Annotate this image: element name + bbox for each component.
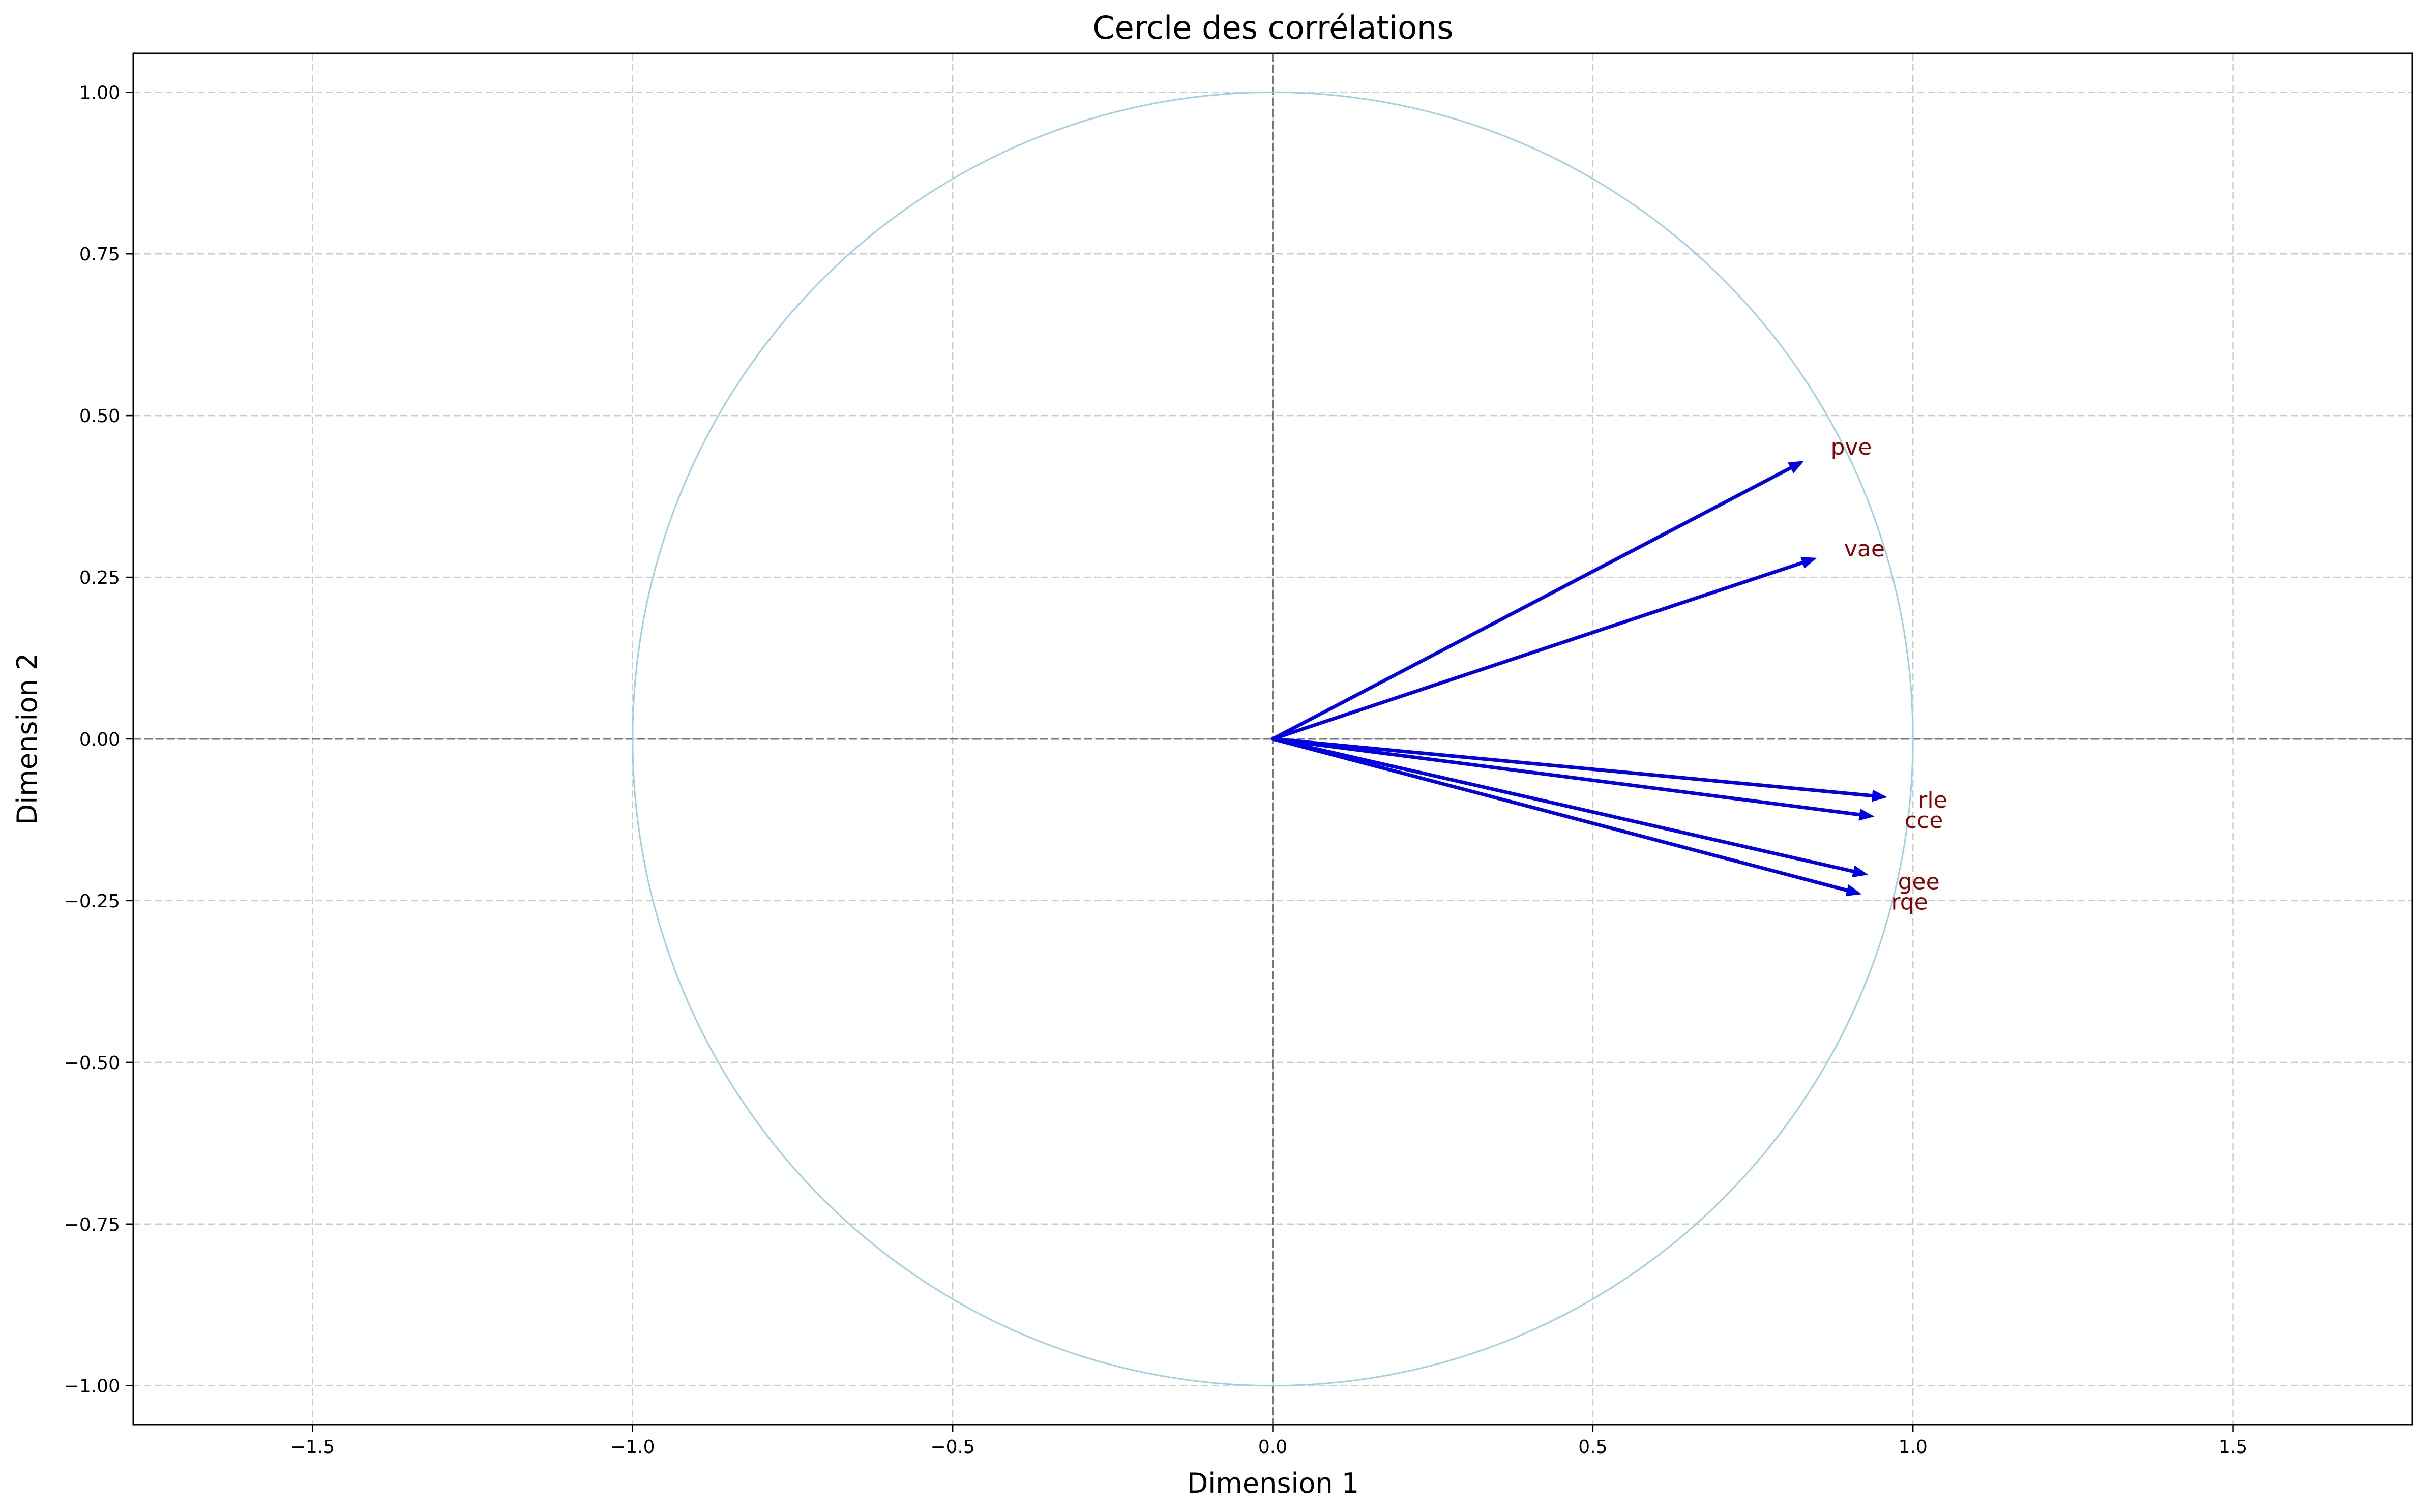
x-axis-ticks: −1.5 −1.0 −0.5 0.0 0.5 1.0 1.5 [290,1425,2247,1458]
vector-vae-shaft [1271,560,1804,741]
vector-vae-arrowhead [1800,557,1817,569]
grid-lines [133,53,2412,1425]
vector-gee-arrowhead [1852,865,1869,878]
vector-cce-arrowhead [1858,808,1875,821]
x-tick-label: 1.0 [1899,1437,1928,1458]
chart-title: Cercle des corrélations [1092,9,1453,46]
y-tick-label: 0.25 [79,568,120,588]
vector-label-pve: pve [1830,434,1872,460]
x-tick-label: 0.0 [1258,1437,1287,1458]
y-tick-label: 0.00 [79,729,120,750]
vector-rqe-shaft [1271,737,1849,893]
vector-rle-shaft [1271,737,1874,798]
vector-rle-arrowhead [1871,789,1887,802]
y-tick-label: 0.50 [79,406,120,427]
vector-arrows [1271,461,1887,897]
y-tick-label: −0.25 [64,891,120,912]
vector-label-gee: gee [1898,869,1940,895]
vector-label-rqe: rqe [1891,889,1928,915]
vector-pve-shaft [1271,466,1793,741]
vector-rqe-arrowhead [1845,884,1862,897]
vector-pve-arrowhead [1788,461,1804,473]
x-axis-title: Dimension 1 [1187,1467,1359,1499]
y-tick-label: −0.50 [64,1053,120,1074]
x-tick-label: 1.5 [2218,1437,2247,1458]
vector-label-rle: rle [1918,787,1947,813]
y-tick-label: 1.00 [79,82,120,103]
vector-label-cce: cce [1905,808,1943,834]
vector-gee-shaft [1271,737,1855,873]
vector-label-vae: vae [1844,536,1885,562]
x-tick-label: −1.0 [610,1437,655,1458]
vector-cce-shaft [1271,737,1861,817]
unit-circle [632,91,1914,1387]
x-tick-label: −0.5 [930,1437,974,1458]
y-tick-label: −0.75 [64,1214,120,1235]
y-axis-title: Dimension 2 [11,653,43,825]
x-tick-label: −1.5 [290,1437,335,1458]
unit-circle-layer [632,91,1914,1387]
y-tick-label: 0.75 [79,244,120,265]
y-tick-label: −1.00 [64,1376,120,1397]
x-tick-label: 0.5 [1578,1437,1607,1458]
y-axis-ticks: 1.00 0.75 0.50 0.25 0.00 −0.25 −0.50 −0.75 −1.00 [64,82,133,1397]
